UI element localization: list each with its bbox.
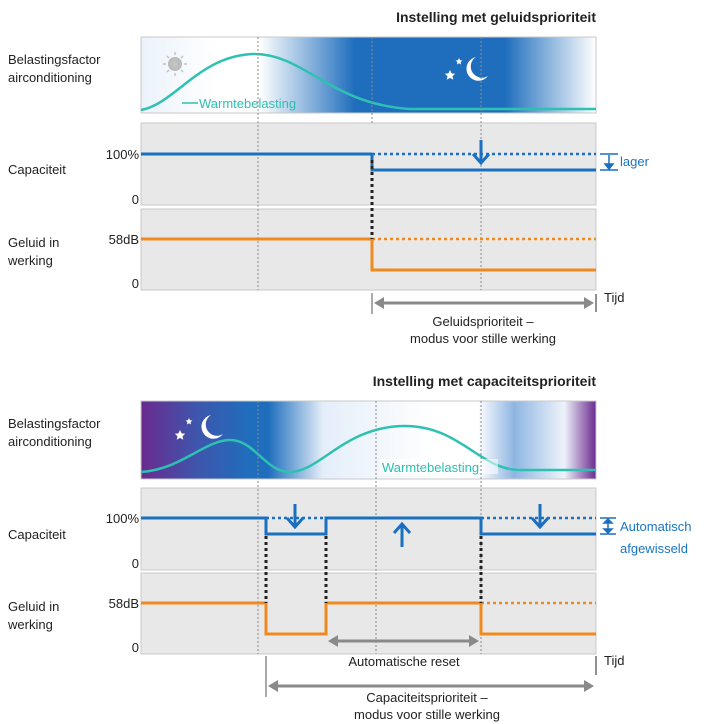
top-tick-0a: 0 [132, 192, 139, 207]
bottom-sound-label-line1: Geluid in [8, 599, 59, 614]
bottom-title: Instelling met capaciteitsprioriteit [373, 373, 597, 389]
top-time-label: Tijd [604, 290, 624, 305]
top-load-label-line2: airconditioning [8, 70, 92, 85]
top-down-arrow-icon [471, 140, 491, 166]
auto-bracket-icon [600, 517, 616, 535]
bottom-down-arrow-icon [285, 504, 305, 530]
bottom-span-arrow [265, 656, 594, 697]
top-capacity-label: Capaciteit [8, 162, 66, 177]
bottom-auto-label-line2: afgewisseld [620, 541, 688, 556]
bottom-heat-label-bg [380, 459, 498, 474]
top-sound-panel [140, 208, 597, 291]
top-heat-label: Warmtebelasting [199, 96, 296, 111]
bottom-capacity-line [141, 516, 596, 536]
bottom-tick-58: 58dB [109, 596, 139, 611]
bottom-load-label-line2: airconditioning [8, 434, 92, 449]
bottom-tick-0b: 0 [132, 640, 139, 655]
bottom-load-label-line1: Belastingsfactor [8, 416, 101, 431]
top-title: Instelling met geluidsprioriteit [396, 9, 596, 25]
top-mode-line1: Geluidsprioriteit – [432, 314, 534, 329]
bottom-load-panel [140, 400, 597, 480]
bottom-auto-label-line1: Automatisch [620, 519, 692, 534]
bottom-tick-0a: 0 [132, 556, 139, 571]
bottom-reset-arrow [328, 635, 479, 647]
bottom-heat-curve [140, 424, 596, 474]
sun-icon [163, 52, 187, 76]
bottom-sound-label-line2: werking [7, 617, 53, 632]
bottom-switch-markers [264, 536, 483, 603]
bottom-sound-line [141, 601, 596, 636]
lower-bracket-icon [600, 153, 618, 171]
top-sound-line-lowered [370, 239, 596, 272]
top-tick-58: 58dB [109, 232, 139, 247]
top-lower-label: lager [620, 154, 650, 169]
top-capacity-panel [140, 122, 597, 206]
top-heat-curve [140, 52, 596, 112]
bottom-heat-label: Warmtebelasting [382, 460, 479, 475]
bottom-mode-line2: modus voor stille werking [354, 707, 500, 722]
bottom-capacity-label: Capaciteit [8, 527, 66, 542]
bottom-down-arrow-icon-2 [530, 504, 550, 530]
top-span-arrow [371, 293, 594, 314]
top-sound-label-line2: werking [7, 253, 53, 268]
top-tick-0b: 0 [132, 276, 139, 291]
top-capacity-line-lowered [370, 154, 596, 172]
bottom-time-label: Tijd [604, 653, 624, 668]
top-load-label-line1: Belastingsfactor [8, 52, 101, 67]
bottom-star-icon [174, 418, 193, 440]
bottom-moon-icon [201, 415, 223, 439]
top-tick-100: 100% [106, 147, 140, 162]
star-icon [444, 58, 463, 80]
moon-icon [466, 57, 488, 81]
bottom-mode-line1: Capaciteitsprioriteit – [366, 690, 488, 705]
top-sound-label-line1: Geluid in [8, 235, 59, 250]
top-mode-line2: modus voor stille werking [410, 331, 556, 346]
bottom-capacity-panel [140, 487, 597, 571]
bottom-tick-100: 100% [106, 511, 140, 526]
bottom-up-arrow-icon [392, 521, 412, 547]
bottom-reset-label: Automatische reset [348, 654, 460, 669]
